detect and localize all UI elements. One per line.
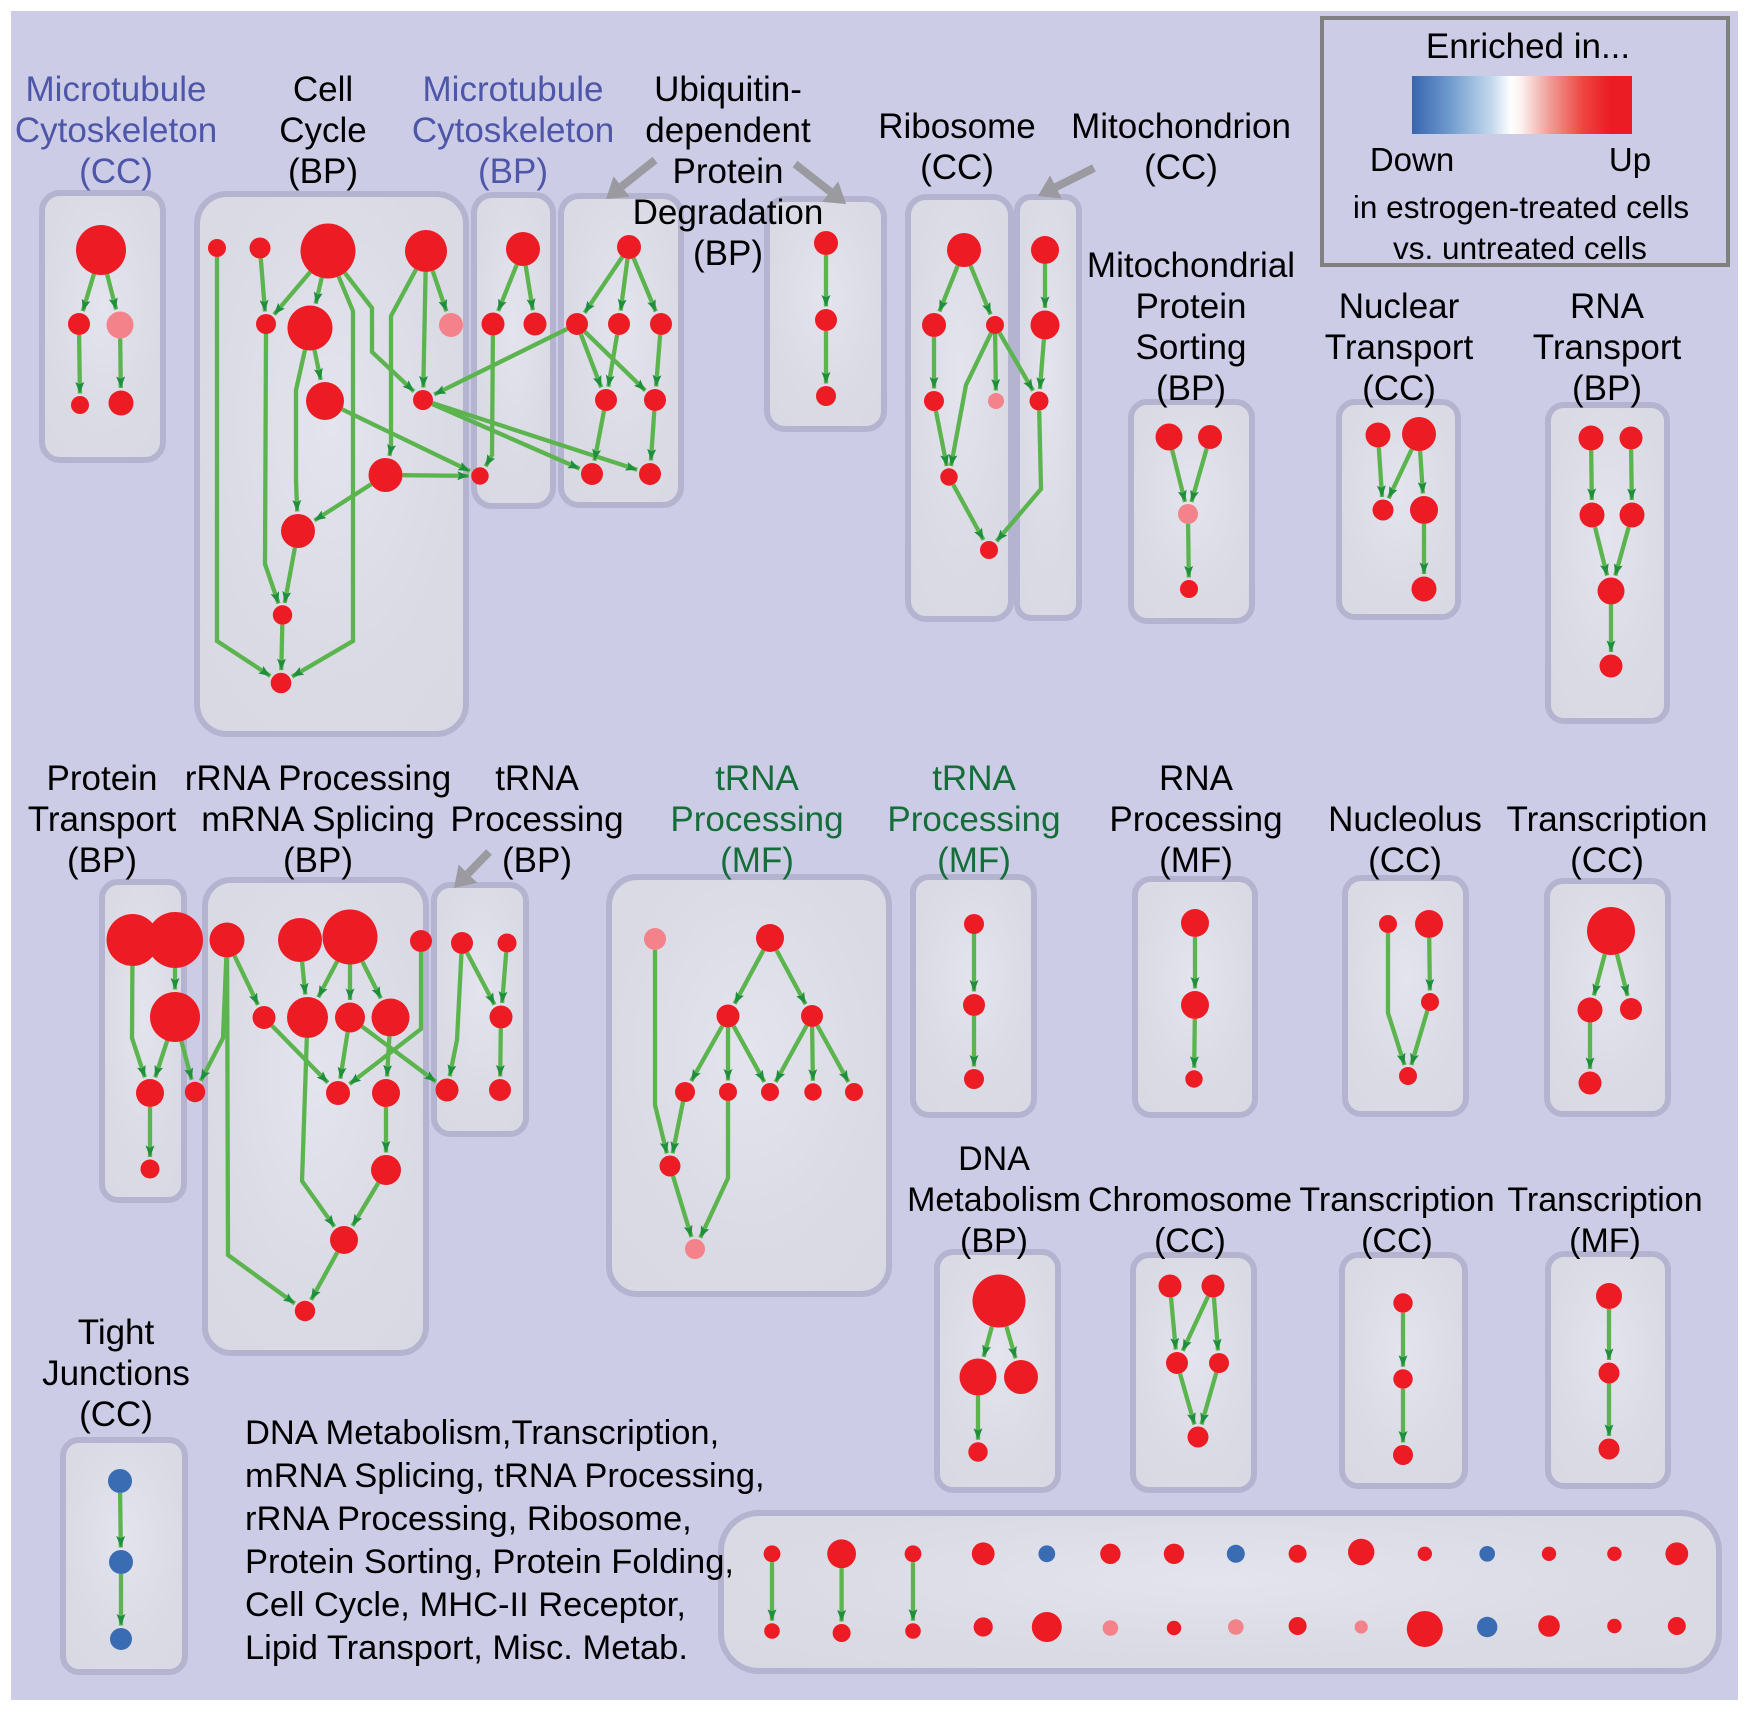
svg-text:Lipid Transport, Misc. Metab.: Lipid Transport, Misc. Metab. xyxy=(245,1629,688,1667)
svg-text:(MF): (MF) xyxy=(1569,1222,1641,1260)
svg-text:(CC): (CC) xyxy=(1368,841,1442,880)
svg-text:Degradation: Degradation xyxy=(633,193,824,232)
svg-text:Processing: Processing xyxy=(670,800,843,839)
svg-text:rRNA Processing: rRNA Processing xyxy=(185,759,451,798)
svg-text:(CC): (CC) xyxy=(1570,841,1644,880)
svg-text:vs. untreated cells: vs. untreated cells xyxy=(1393,230,1647,266)
svg-text:Protein: Protein xyxy=(47,759,158,798)
svg-text:RNA: RNA xyxy=(1159,759,1234,798)
svg-text:(CC): (CC) xyxy=(1362,369,1436,408)
svg-text:Transcription: Transcription xyxy=(1507,800,1708,839)
svg-text:Up: Up xyxy=(1609,141,1651,178)
svg-text:Transport: Transport xyxy=(1533,328,1682,367)
svg-text:(BP): (BP) xyxy=(478,152,548,191)
svg-text:Cycle: Cycle xyxy=(279,111,367,150)
svg-text:(BP): (BP) xyxy=(283,841,353,880)
svg-text:Metabolism: Metabolism xyxy=(907,1181,1081,1219)
svg-text:Processing: Processing xyxy=(887,800,1060,839)
svg-text:dependent: dependent xyxy=(645,111,811,150)
svg-text:Microtubule: Microtubule xyxy=(423,70,604,109)
svg-text:(BP): (BP) xyxy=(960,1222,1028,1260)
svg-text:mRNA Splicing, tRNA Processing: mRNA Splicing, tRNA Processing, xyxy=(245,1457,765,1495)
svg-text:Nuclear: Nuclear xyxy=(1339,287,1460,326)
svg-text:Microtubule: Microtubule xyxy=(26,70,207,109)
svg-text:Enriched in...: Enriched in... xyxy=(1426,27,1630,66)
svg-text:Junctions: Junctions xyxy=(42,1354,190,1393)
svg-text:Mitochondrion: Mitochondrion xyxy=(1071,107,1291,146)
svg-text:Processing: Processing xyxy=(450,800,623,839)
svg-text:(CC): (CC) xyxy=(1154,1222,1226,1260)
svg-text:Transport: Transport xyxy=(1325,328,1474,367)
svg-text:(CC): (CC) xyxy=(920,148,994,187)
svg-text:(CC): (CC) xyxy=(1361,1222,1433,1260)
svg-text:Chromosome: Chromosome xyxy=(1088,1181,1292,1219)
svg-text:DNA Metabolism,Transcription,: DNA Metabolism,Transcription, xyxy=(245,1414,719,1452)
svg-text:Processing: Processing xyxy=(1109,800,1282,839)
svg-text:Transport: Transport xyxy=(28,800,177,839)
svg-text:(BP): (BP) xyxy=(288,152,358,191)
svg-text:(BP): (BP) xyxy=(67,841,137,880)
svg-text:(BP): (BP) xyxy=(1156,369,1226,408)
svg-text:Transcription: Transcription xyxy=(1507,1181,1702,1219)
svg-text:tRNA: tRNA xyxy=(932,759,1016,798)
svg-text:(MF): (MF) xyxy=(720,841,794,880)
svg-text:Protein Sorting, Protein Foldi: Protein Sorting, Protein Folding, xyxy=(245,1543,734,1581)
svg-text:(BP): (BP) xyxy=(693,234,763,273)
svg-text:Cytoskeleton: Cytoskeleton xyxy=(412,111,614,150)
svg-text:(CC): (CC) xyxy=(79,152,153,191)
svg-text:Transcription: Transcription xyxy=(1299,1181,1494,1219)
svg-text:(BP): (BP) xyxy=(502,841,572,880)
svg-text:Sorting: Sorting xyxy=(1136,328,1247,367)
svg-text:Ribosome: Ribosome xyxy=(878,107,1036,146)
svg-text:tRNA: tRNA xyxy=(715,759,799,798)
svg-text:(MF): (MF) xyxy=(937,841,1011,880)
svg-text:Cell: Cell xyxy=(293,70,353,109)
svg-text:Down: Down xyxy=(1370,141,1454,178)
svg-text:mRNA Splicing: mRNA Splicing xyxy=(201,800,434,839)
svg-text:Protein: Protein xyxy=(1136,287,1247,326)
svg-text:DNA: DNA xyxy=(958,1140,1030,1178)
svg-text:Ubiquitin-: Ubiquitin- xyxy=(654,70,802,109)
svg-text:Tight: Tight xyxy=(78,1313,155,1352)
svg-text:(CC): (CC) xyxy=(1144,148,1218,187)
svg-text:Mitochondrial: Mitochondrial xyxy=(1087,246,1295,285)
svg-text:RNA: RNA xyxy=(1570,287,1645,326)
svg-text:Protein: Protein xyxy=(673,152,784,191)
svg-text:in estrogen-treated cells: in estrogen-treated cells xyxy=(1353,189,1689,225)
svg-text:(MF): (MF) xyxy=(1159,841,1233,880)
svg-text:rRNA Processing, Ribosome,: rRNA Processing, Ribosome, xyxy=(245,1500,692,1538)
svg-text:Cytoskeleton: Cytoskeleton xyxy=(15,111,217,150)
svg-text:Cell Cycle, MHC-II Receptor,: Cell Cycle, MHC-II Receptor, xyxy=(245,1586,686,1624)
svg-text:tRNA: tRNA xyxy=(495,759,579,798)
svg-text:(CC): (CC) xyxy=(79,1395,153,1434)
svg-text:(BP): (BP) xyxy=(1572,369,1642,408)
svg-text:Nucleolus: Nucleolus xyxy=(1328,800,1482,839)
